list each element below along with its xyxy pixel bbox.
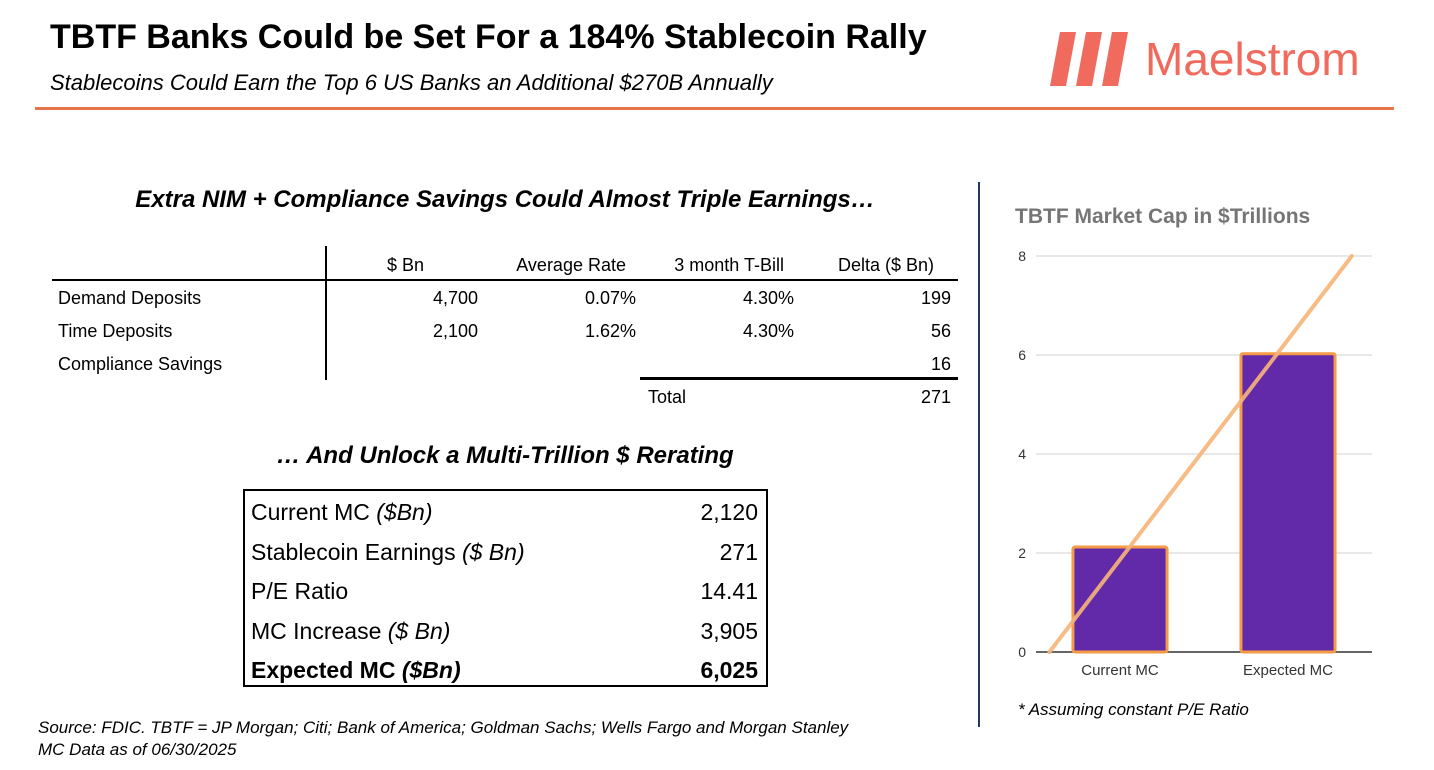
chart-title: TBTF Market Cap in $Trillions: [1015, 205, 1311, 228]
header-divider: [35, 107, 1394, 110]
row-label: P/E Ratio: [251, 578, 349, 604]
table-header-line: [52, 279, 958, 281]
table-cell: 16: [930, 354, 951, 374]
row-label-group: Stablecoin Earnings ($ Bn): [251, 533, 525, 571]
row-unit: ($Bn): [401, 657, 461, 683]
row-label: MC Increase: [251, 618, 382, 644]
source-date-line: MC Data as of 06/30/2025: [38, 740, 237, 759]
x-tick-label: Current MC: [1081, 662, 1159, 679]
row-value: 3,905: [700, 618, 758, 644]
row-label-group: Current MC ($Bn): [251, 493, 433, 531]
row-unit: ($ Bn): [461, 539, 525, 565]
row-label-group: P/E Ratio: [251, 572, 348, 610]
row-label-group: MC Increase ($ Bn): [251, 612, 450, 650]
rerating-heading: … And Unlock a Multi-Trillion $ Rerating: [276, 442, 734, 469]
table-row: Current MC ($Bn) 2,120: [251, 493, 758, 531]
table-row: Stablecoin Earnings ($ Bn) 271: [251, 533, 758, 571]
y-tick-label: 0: [1018, 644, 1026, 660]
brand-name: Maelstrom: [1145, 33, 1360, 85]
bar: [1071, 545, 1169, 654]
market-cap-table: Current MC ($Bn) 2,120 Stablecoin Earnin…: [243, 489, 768, 687]
row-value: 6,025: [700, 657, 758, 683]
table-cell: 2,100: [432, 321, 478, 341]
table-row: MC Increase ($ Bn) 3,905: [251, 612, 758, 650]
table-cell: 4.30%: [742, 321, 794, 341]
column-header: Average Rate: [516, 255, 626, 275]
table-cell: 199: [920, 288, 951, 308]
row-label: Expected MC: [251, 657, 396, 683]
table-row-total: Expected MC ($Bn) 6,025: [251, 651, 758, 689]
row-unit: ($ Bn): [387, 618, 451, 644]
table-row: P/E Ratio 14.41: [251, 572, 758, 610]
source-note: Source: FDIC. TBTF = JP Morgan; Citi; Ba…: [38, 717, 848, 761]
nim-heading: Extra NIM + Compliance Savings Could Alm…: [135, 186, 875, 213]
row-unit: ($Bn): [376, 499, 433, 525]
total-label: Total: [648, 387, 687, 407]
table-total-line: [640, 377, 958, 380]
chart-footnote: * Assuming constant P/E Ratio: [1018, 700, 1249, 719]
row-label: Current MC: [251, 499, 370, 525]
table-cell: 4,700: [432, 288, 478, 308]
row-label: Stablecoin Earnings: [251, 539, 456, 565]
row-label: Compliance Savings: [58, 354, 223, 374]
y-tick-label: 8: [1018, 248, 1026, 264]
row-label: Demand Deposits: [58, 288, 202, 308]
row-value: 14.41: [700, 578, 758, 604]
source-line: Source: FDIC. TBTF = JP Morgan; Citi; Ba…: [38, 718, 849, 737]
table-cell: 4.30%: [742, 288, 794, 308]
total-value: 271: [920, 387, 951, 407]
table-cell: 1.62%: [584, 321, 636, 341]
column-header: Delta ($ Bn): [837, 255, 934, 275]
nim-table: $ Bn Average Rate 3 month T-Bill Delta (…: [52, 246, 958, 411]
table-cell: 0.07%: [584, 288, 636, 308]
x-tick-label: Expected MC: [1243, 662, 1333, 679]
page-title: TBTF Banks Could be Set For a 184% Stabl…: [50, 18, 927, 56]
column-header: 3 month T-Bill: [674, 255, 784, 275]
y-tick-label: 4: [1018, 446, 1026, 462]
maelstrom-logo-icon: [1050, 32, 1128, 86]
row-value: 2,120: [700, 499, 758, 525]
table-cell: 56: [930, 321, 951, 341]
row-label-group: Expected MC ($Bn): [251, 651, 461, 689]
bar: [1239, 352, 1337, 654]
market-cap-chart: 0 2 4 6 8 Current MC Expected MC: [1018, 248, 1372, 679]
row-value: 271: [719, 539, 758, 565]
y-tick-label: 2: [1018, 545, 1026, 561]
panel-divider: [978, 182, 980, 727]
table-vertical-line: [325, 246, 327, 380]
y-tick-label: 6: [1018, 347, 1026, 363]
trend-line: [1047, 254, 1354, 654]
column-header: $ Bn: [386, 255, 424, 275]
page-subtitle: Stablecoins Could Earn the Top 6 US Bank…: [50, 70, 773, 95]
row-label: Time Deposits: [58, 321, 173, 341]
